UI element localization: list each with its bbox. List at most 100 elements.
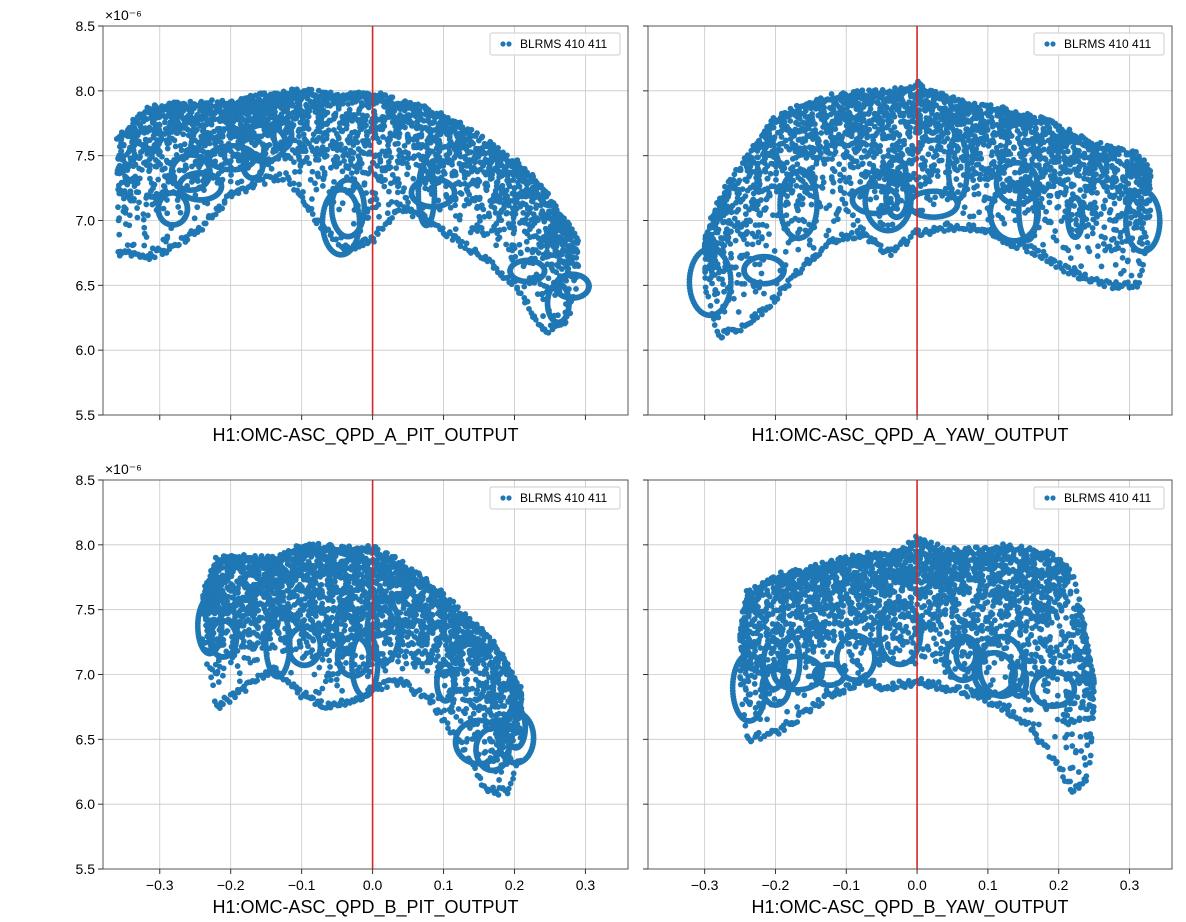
data-point bbox=[350, 149, 357, 156]
data-point bbox=[486, 143, 493, 150]
data-point bbox=[552, 247, 559, 253]
data-point bbox=[345, 165, 352, 172]
data-point bbox=[120, 195, 127, 202]
data-point bbox=[234, 112, 241, 118]
data-point bbox=[509, 247, 516, 254]
data-point bbox=[423, 142, 430, 148]
data-point bbox=[165, 178, 172, 185]
data-point bbox=[459, 238, 465, 245]
data-point bbox=[489, 171, 496, 178]
data-point bbox=[134, 137, 141, 144]
data-point bbox=[575, 237, 581, 244]
data-point bbox=[504, 198, 511, 205]
data-point bbox=[485, 157, 491, 164]
data-point bbox=[314, 156, 321, 163]
data-point bbox=[553, 218, 560, 225]
data-point bbox=[118, 179, 125, 186]
data-point bbox=[313, 186, 320, 193]
data-point bbox=[521, 283, 528, 290]
data-point bbox=[566, 249, 573, 256]
data-point bbox=[492, 209, 499, 216]
data-point bbox=[208, 121, 215, 128]
data-point bbox=[308, 205, 315, 212]
data-point bbox=[544, 212, 550, 219]
data-point bbox=[301, 145, 308, 152]
data-point bbox=[484, 230, 491, 237]
data-point bbox=[784, 159, 790, 166]
data-point bbox=[339, 200, 346, 207]
data-point bbox=[174, 197, 181, 204]
data-point bbox=[1101, 283, 1108, 290]
data-point bbox=[471, 132, 477, 139]
data-point bbox=[444, 155, 451, 161]
data-point bbox=[418, 111, 425, 118]
data-point bbox=[168, 124, 175, 131]
data-point bbox=[405, 154, 412, 161]
data-point bbox=[144, 108, 151, 115]
data-point bbox=[278, 111, 285, 118]
data-point bbox=[151, 254, 158, 261]
data-point bbox=[707, 302, 714, 309]
data-point bbox=[134, 180, 141, 187]
data-point bbox=[1024, 248, 1030, 255]
data-point bbox=[160, 205, 167, 212]
data-point bbox=[131, 142, 138, 149]
data-point bbox=[352, 137, 359, 144]
data-point bbox=[247, 136, 253, 143]
data-point bbox=[272, 101, 278, 108]
data-point bbox=[251, 142, 258, 149]
data-point bbox=[703, 289, 710, 296]
data-point bbox=[323, 132, 330, 139]
data-point bbox=[544, 244, 551, 250]
data-point bbox=[150, 134, 157, 141]
data-point bbox=[176, 126, 183, 132]
data-point bbox=[333, 139, 339, 146]
data-point bbox=[197, 107, 203, 114]
data-point bbox=[331, 127, 337, 133]
data-point bbox=[439, 225, 446, 232]
data-point bbox=[851, 235, 858, 242]
data-point bbox=[525, 221, 532, 228]
data-point bbox=[140, 211, 147, 218]
data-point bbox=[566, 301, 572, 308]
data-point bbox=[337, 101, 344, 107]
data-point bbox=[148, 180, 155, 187]
data-point bbox=[514, 199, 521, 206]
data-point bbox=[164, 233, 171, 240]
data-point bbox=[281, 97, 288, 103]
data-point bbox=[317, 105, 324, 112]
data-point bbox=[530, 173, 537, 180]
data-point bbox=[134, 214, 141, 221]
data-point bbox=[257, 104, 263, 110]
data-point bbox=[358, 99, 365, 106]
data-point bbox=[238, 123, 245, 130]
data-point bbox=[226, 116, 233, 122]
data-point bbox=[134, 205, 141, 211]
data-point bbox=[130, 120, 136, 127]
data-point bbox=[287, 92, 294, 98]
data-point bbox=[143, 201, 150, 208]
data-point bbox=[227, 101, 234, 108]
data-point bbox=[474, 228, 481, 234]
data-point bbox=[567, 236, 574, 243]
data-point bbox=[539, 208, 546, 214]
data-point bbox=[168, 129, 175, 135]
data-point bbox=[281, 104, 288, 111]
data-point bbox=[177, 209, 184, 216]
data-point bbox=[447, 204, 454, 211]
data-point bbox=[312, 152, 319, 158]
data-point bbox=[380, 134, 386, 140]
data-point bbox=[537, 281, 544, 288]
data-point bbox=[367, 149, 373, 156]
data-point bbox=[719, 334, 726, 341]
data-point bbox=[341, 157, 347, 164]
data-point bbox=[275, 177, 281, 184]
data-point bbox=[314, 95, 321, 102]
data-point bbox=[261, 181, 268, 187]
data-point bbox=[297, 89, 304, 96]
data-point bbox=[457, 130, 464, 137]
data-point bbox=[501, 164, 508, 171]
data-point bbox=[485, 210, 492, 217]
data-point bbox=[202, 220, 209, 227]
data-point bbox=[365, 238, 372, 245]
